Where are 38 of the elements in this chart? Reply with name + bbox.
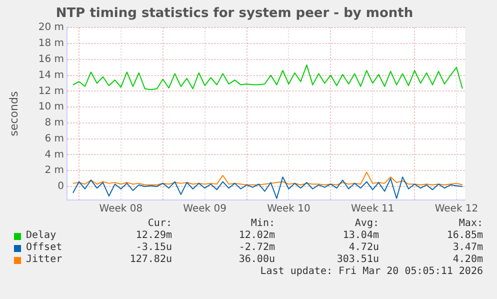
text: Cur: <box>148 218 172 229</box>
text: 127.82u <box>130 254 172 265</box>
y-tick-label: 0 <box>58 181 64 192</box>
x-tick-label: Week 09 <box>183 204 226 215</box>
y-tick-label: 14 m <box>38 70 64 81</box>
y-tick-label: 2 m <box>44 165 64 176</box>
text: 36.00u <box>238 254 275 265</box>
legend-label: Offset <box>26 242 62 253</box>
y-tick-label: 18 m <box>38 38 64 50</box>
legend-label: Jitter <box>26 254 62 265</box>
y-tick-label: 6 m <box>44 133 64 144</box>
text: Max: <box>458 218 483 229</box>
x-tick-label: Week 11 <box>350 204 394 215</box>
text: 16.85m <box>446 230 483 241</box>
text: 13.04m <box>342 230 379 241</box>
y-tick-label: 20 m <box>38 22 64 34</box>
x-tick-label: Week 08 <box>99 204 143 215</box>
text: 303.51u <box>336 254 379 265</box>
text: Min: <box>250 218 275 229</box>
y-tick-label: 8 m <box>44 118 64 129</box>
text: -2.72m <box>238 242 275 253</box>
y-tick-label: 12 m <box>38 86 64 97</box>
legend-label: Delay <box>26 230 56 241</box>
text: 3.47m <box>452 242 483 253</box>
y-axis-title: seconds <box>7 91 20 136</box>
text: 4.72u <box>348 242 379 253</box>
text: 4.20m <box>452 254 483 265</box>
y-tick-label: 16 m <box>38 54 64 65</box>
y-tick-label: 4 m <box>44 149 64 160</box>
text: 12.29m <box>136 230 172 241</box>
y-tick-label: 10 m <box>38 102 64 113</box>
x-tick-label: Week 10 <box>267 204 310 215</box>
text: 12.02m <box>238 230 275 241</box>
chart-title: NTP timing statistics for system peer - by month <box>56 6 414 22</box>
x-tick-label: Week 12 <box>434 204 478 215</box>
text: -3.15u <box>136 242 172 253</box>
text: Last update: Fri Mar 20 05:05:11 2026 <box>260 266 483 277</box>
text: Avg: <box>354 218 379 229</box>
